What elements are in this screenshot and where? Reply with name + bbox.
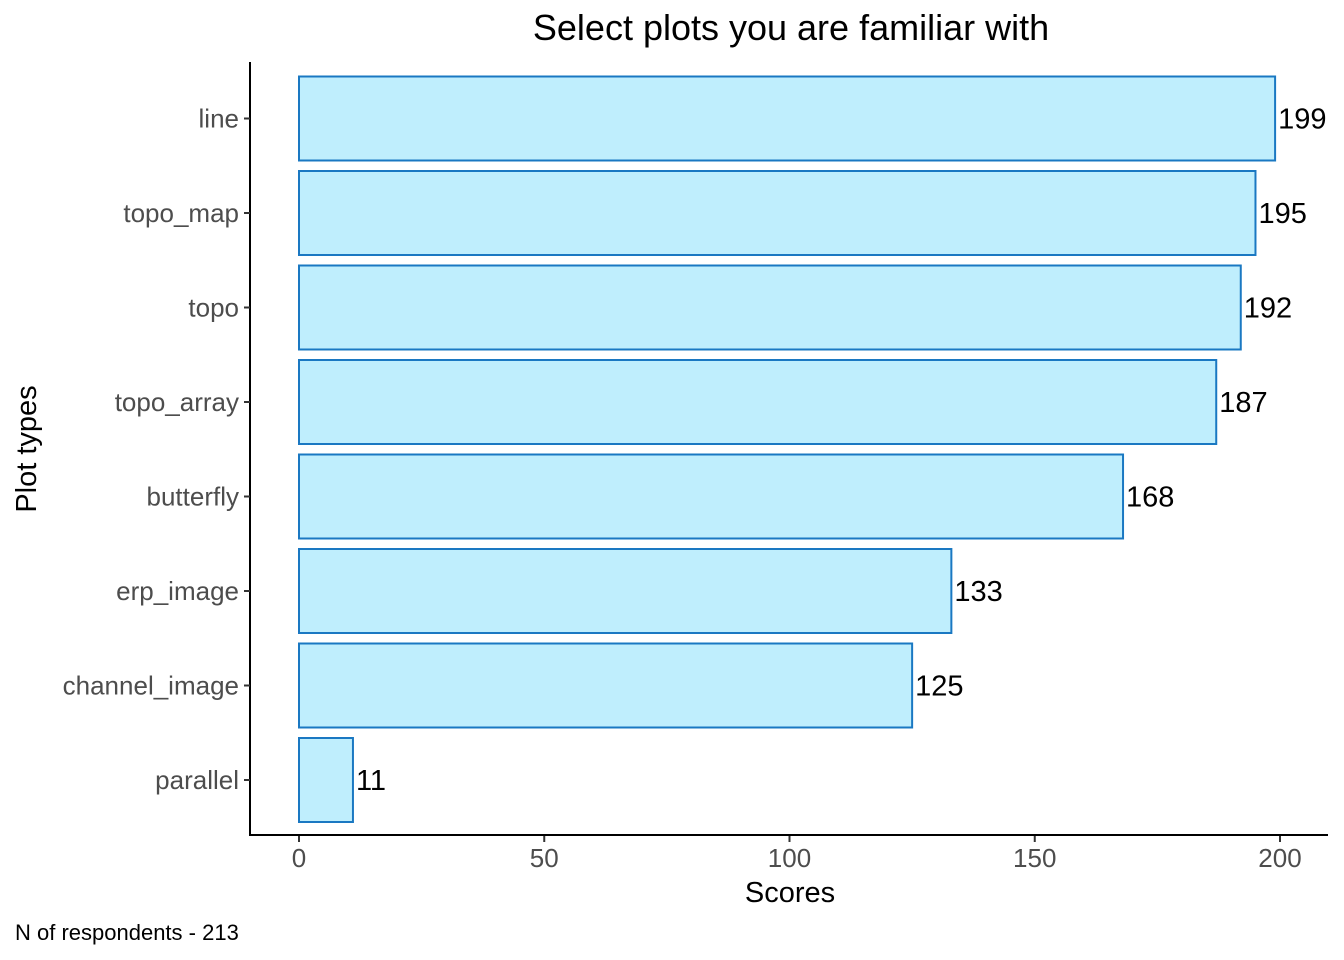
- chart-title: Select plots you are familiar with: [533, 7, 1049, 48]
- x-axis-ticks: 0 50 100 150 200: [292, 836, 1302, 873]
- data-label-topo: 192: [1244, 293, 1292, 325]
- bar-butterfly: [298, 453, 1125, 540]
- data-label-butterfly: 168: [1126, 482, 1174, 514]
- data-label-channel-image: 125: [915, 671, 963, 703]
- y-tick-label-erp-image: erp_image: [116, 576, 239, 606]
- x-tick-label-0: 0: [292, 843, 306, 873]
- y-tick-label-parallel: parallel: [155, 765, 239, 795]
- respondents-caption: N of respondents - 213: [15, 920, 239, 945]
- y-tick-label-topo-map: topo_map: [123, 198, 239, 228]
- x-tick-label-200: 200: [1258, 843, 1301, 873]
- bar-topo-array: [298, 359, 1218, 445]
- bar-topo-map: [298, 170, 1257, 256]
- bar-topo: [298, 264, 1242, 351]
- y-tick-label-topo-array: topo_array: [115, 387, 239, 417]
- x-axis-title: Scores: [745, 877, 835, 909]
- data-label-topo-array: 187: [1219, 387, 1267, 419]
- bar-line: [298, 75, 1277, 162]
- y-axis-title: Plot types: [11, 385, 43, 512]
- y-tick-label-channel-image: channel_image: [63, 671, 239, 701]
- data-label-erp-image: 133: [954, 576, 1002, 608]
- y-tick-label-line: line: [199, 104, 239, 134]
- x-tick-label-50: 50: [530, 843, 559, 873]
- bar-erp-image: [298, 548, 953, 634]
- data-label-topo-map: 195: [1258, 198, 1306, 230]
- bar-channel-image: [298, 642, 914, 729]
- data-label-parallel: 11: [356, 765, 386, 797]
- data-label-line: 199: [1278, 104, 1326, 136]
- bar-parallel: [298, 737, 354, 823]
- y-tick-label-butterfly: butterfly: [147, 482, 240, 512]
- bars-group: [298, 75, 1277, 823]
- x-tick-label-100: 100: [768, 843, 811, 873]
- x-tick-label-150: 150: [1013, 843, 1056, 873]
- y-tick-label-topo: topo: [188, 293, 239, 323]
- data-labels-group: 199 195 192 187 168 133 125 11: [356, 104, 1327, 798]
